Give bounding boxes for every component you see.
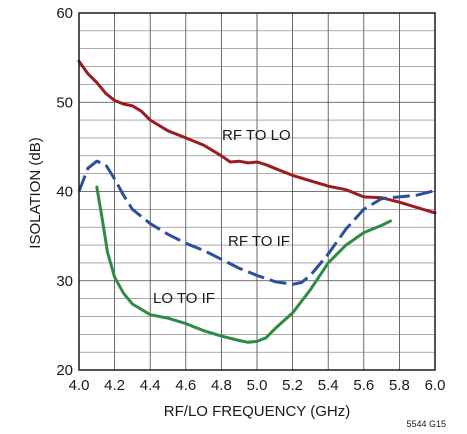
x-tick-label: 4.8: [211, 377, 232, 394]
series-lo-to-if: [97, 187, 391, 342]
y-tick-label: 40: [56, 184, 73, 201]
x-tick-label: 4.6: [175, 377, 196, 394]
y-tick-label: 30: [56, 273, 73, 290]
y-tick-labels: 20 30 40 50 60: [56, 5, 73, 379]
label-lo-to-if: LO TO IF: [153, 290, 215, 307]
y-tick-label: 60: [56, 5, 73, 22]
y-axis-title: ISOLATION (dB): [27, 137, 44, 248]
x-tick-label: 5.6: [353, 377, 374, 394]
x-tick-label: 5.0: [247, 377, 268, 394]
x-tick-label: 4.0: [69, 377, 90, 394]
figure-code: 5544 G15: [406, 419, 446, 429]
x-axis-title: RF/LO FREQUENCY (GHz): [164, 403, 350, 420]
x-tick-label: 4.2: [104, 377, 125, 394]
x-tick-labels: 4.0 4.2 4.4 4.6 4.8 5.0 5.2 5.4 5.6 5.8 6.0: [69, 377, 446, 394]
grid: [79, 13, 435, 370]
x-tick-label: 6.0: [425, 377, 446, 394]
label-rf-to-if: RF TO IF: [228, 233, 290, 250]
x-tick-label: 4.4: [140, 377, 161, 394]
label-rf-to-lo: RF TO LO: [222, 127, 291, 144]
x-tick-label: 5.8: [389, 377, 410, 394]
y-tick-label: 50: [56, 94, 73, 111]
x-tick-label: 5.2: [282, 377, 303, 394]
y-tick-label: 20: [56, 362, 73, 379]
x-tick-label: 5.4: [318, 377, 339, 394]
